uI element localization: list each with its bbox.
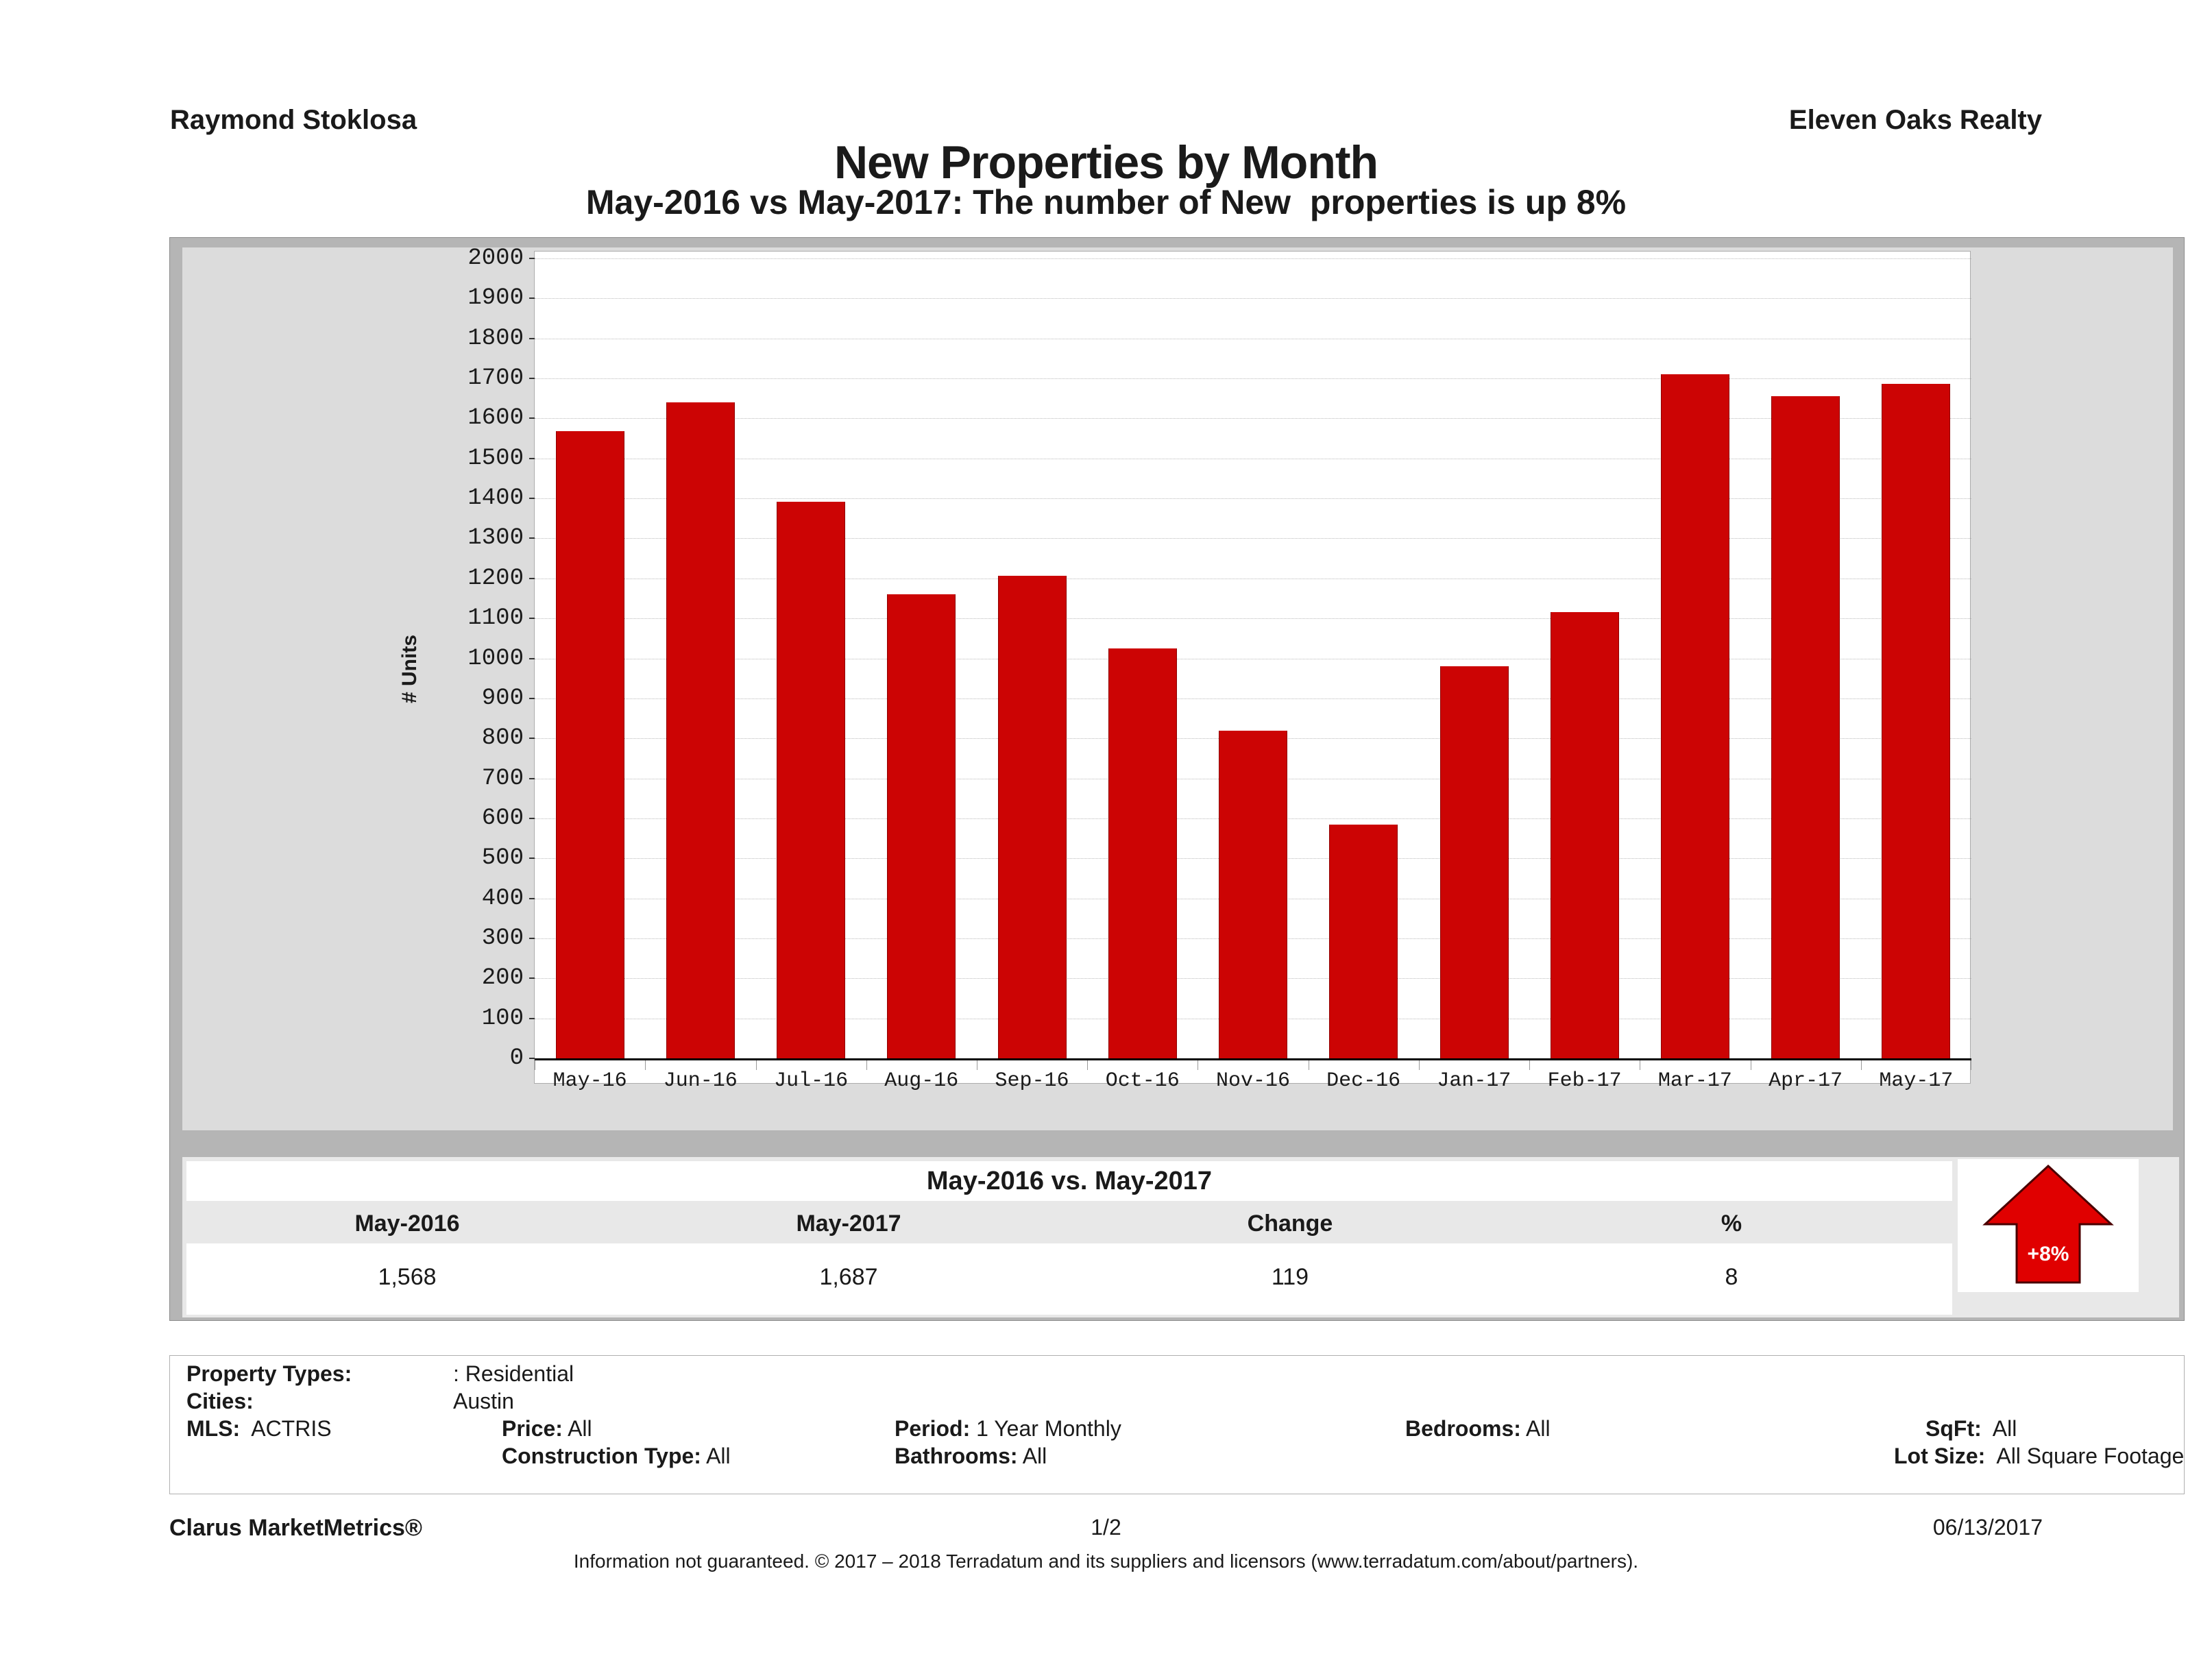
svg-text:+8%: +8%	[2028, 1243, 2069, 1265]
